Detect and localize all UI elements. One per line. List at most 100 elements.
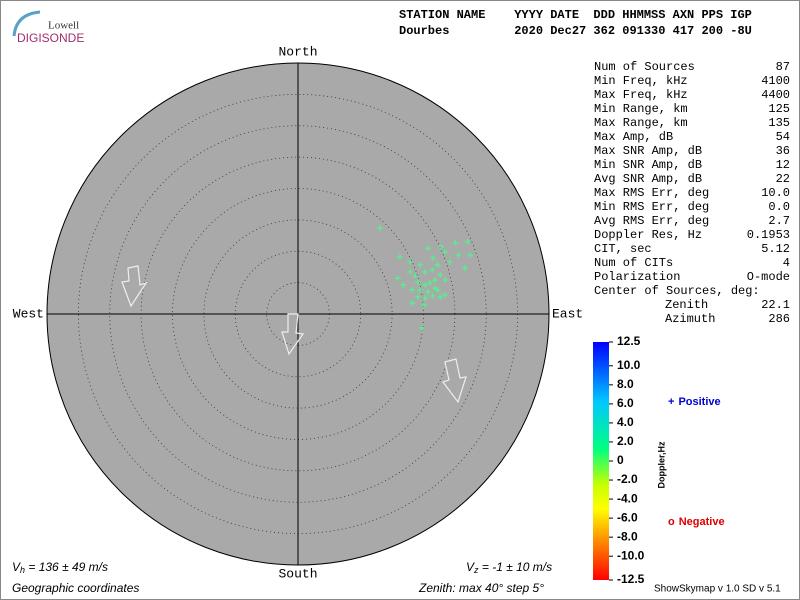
vz-text: = -1 ± 10 m/s bbox=[479, 560, 553, 574]
stat-label: Max Freq, kHz bbox=[594, 88, 688, 102]
source-point bbox=[437, 294, 444, 301]
stat-label: Azimuth bbox=[665, 312, 715, 326]
stat-label: Center of Sources, deg: bbox=[594, 284, 760, 298]
stat-value: O-mode bbox=[747, 270, 790, 284]
stat-value: 286 bbox=[768, 312, 790, 326]
source-point bbox=[464, 238, 471, 245]
stat-label: Num of Sources bbox=[594, 60, 695, 74]
header-labels: STATION NAME YYYY DATE DDD HHMMSS AXN PP… bbox=[399, 8, 752, 22]
source-point bbox=[430, 255, 437, 262]
source-point bbox=[437, 271, 444, 278]
colorbar bbox=[593, 342, 609, 580]
source-point bbox=[419, 324, 426, 331]
legend-marker: o bbox=[668, 516, 675, 528]
colorbar-ticks: 12.5 10.0 8.0 6.0 4.0 2.0 0 -2.0 -4.0 -6.0 -8.0 -10… bbox=[609, 334, 645, 586]
source-point bbox=[455, 252, 462, 259]
legend-label: Positive bbox=[678, 396, 720, 408]
source-point bbox=[424, 245, 431, 252]
stat-value: 22.1 bbox=[761, 298, 790, 312]
source-point bbox=[411, 272, 418, 279]
plot: North South East West bbox=[13, 44, 583, 581]
stat-label: Max Range, km bbox=[594, 116, 688, 130]
stat-value: 0.0 bbox=[768, 200, 790, 214]
source-point bbox=[461, 265, 468, 272]
source-point bbox=[415, 279, 422, 286]
header-values: Dourbes 2020 Dec27 362 091330 417 200 -8… bbox=[399, 24, 752, 38]
source-point bbox=[409, 286, 416, 293]
colorbar-tick-label: 0 bbox=[617, 453, 624, 467]
stat-label: Max Amp, dB bbox=[594, 130, 673, 144]
stat-value: 125 bbox=[768, 102, 790, 116]
zenith-note: Zenith: max 40° step 5° bbox=[418, 581, 544, 595]
direction-label: East bbox=[552, 306, 583, 321]
colorbar-title: Doppler,Hz bbox=[656, 441, 666, 489]
source-point bbox=[421, 269, 428, 276]
vh-subscript: h bbox=[20, 565, 25, 575]
source-point bbox=[467, 252, 474, 259]
source-point bbox=[441, 291, 448, 298]
arrow bbox=[121, 265, 148, 308]
legend-label: Negative bbox=[679, 516, 725, 528]
direction-label: North bbox=[278, 44, 317, 59]
colorbar-tick-label: -4.0 bbox=[617, 491, 638, 505]
legend-positive: + Positive bbox=[668, 396, 721, 408]
colorbar-tick-label: 12.5 bbox=[617, 334, 641, 348]
stat-label: Doppler Res, Hz bbox=[594, 228, 702, 242]
source-point bbox=[414, 293, 421, 300]
colorbar-tick-label: -8.0 bbox=[617, 529, 638, 543]
stat-value: 87 bbox=[776, 60, 790, 74]
source-point bbox=[446, 258, 453, 265]
colorbar-tick-label: -12.5 bbox=[617, 572, 645, 586]
source-point bbox=[452, 239, 459, 246]
source-point bbox=[417, 261, 424, 268]
source-point bbox=[409, 299, 416, 306]
stat-value: 0.1953 bbox=[747, 228, 790, 242]
source-point bbox=[420, 301, 427, 308]
arrow bbox=[281, 313, 305, 356]
colorbar-tick-label: -10.0 bbox=[617, 548, 645, 562]
logo-top: Lowell bbox=[48, 20, 79, 32]
source-point bbox=[407, 258, 414, 265]
source-point bbox=[396, 254, 403, 261]
source-point bbox=[407, 268, 414, 275]
stat-value: 135 bbox=[768, 116, 790, 130]
legend-negative: o Negative bbox=[668, 516, 725, 528]
colorbar-tick-label: 6.0 bbox=[617, 396, 634, 410]
stat-value: 54 bbox=[776, 130, 790, 144]
source-point bbox=[438, 243, 445, 250]
logo-bottom: DIGISONDE bbox=[17, 31, 84, 45]
source-point bbox=[429, 292, 436, 299]
source-point bbox=[432, 277, 439, 284]
direction-label: South bbox=[278, 566, 317, 581]
legend-marker: + bbox=[668, 396, 674, 408]
source-point bbox=[422, 281, 429, 288]
stat-label: Min SNR Amp, dB bbox=[594, 158, 702, 172]
stat-value: 36 bbox=[776, 144, 790, 158]
source-point bbox=[394, 275, 401, 282]
colorbar-tick-label: -2.0 bbox=[617, 472, 638, 486]
source-point bbox=[441, 248, 448, 255]
stat-label: Min Freq, kHz bbox=[594, 74, 688, 88]
stats-table: Num of Sources 87 Min Freq, kHz 4100 Max Fre… bbox=[594, 60, 790, 326]
source-point bbox=[434, 287, 441, 294]
vz-subscript: z bbox=[473, 565, 479, 575]
velocity-arrows bbox=[121, 265, 467, 404]
source-point bbox=[422, 294, 429, 301]
stat-value: 4400 bbox=[761, 88, 790, 102]
source-point bbox=[429, 266, 436, 273]
colorbar-tick-label: 2.0 bbox=[617, 434, 634, 448]
arrow bbox=[442, 358, 467, 404]
stat-label: Min RMS Err, deg bbox=[594, 200, 709, 214]
stat-value: 22 bbox=[776, 172, 790, 186]
colorbar-tick-label: 4.0 bbox=[617, 415, 634, 429]
stat-label: Zenith bbox=[665, 298, 708, 312]
source-point bbox=[424, 289, 431, 296]
colorbar-tick-label: 10.0 bbox=[617, 358, 641, 372]
stat-label: Max SNR Amp, dB bbox=[594, 144, 702, 158]
source-point bbox=[416, 287, 423, 294]
colorbar-tick-label: -6.0 bbox=[617, 510, 638, 524]
footer: ShowSkymap v 1.0 SD v 5.1 bbox=[654, 584, 781, 595]
stat-value: 5.12 bbox=[761, 242, 790, 256]
vz-label: Vz = -1 ± 10 m/s bbox=[466, 560, 552, 575]
